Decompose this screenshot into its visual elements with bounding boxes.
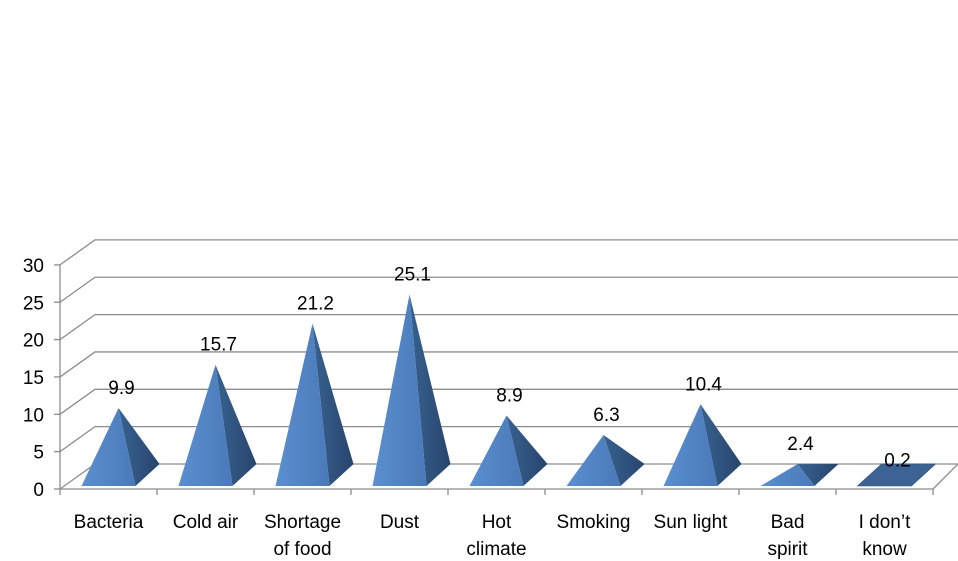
bar-side-face	[506, 415, 548, 486]
gridline	[59, 239, 958, 266]
x-tick-label: Hot	[482, 512, 512, 533]
x-tick-label: Sun light	[654, 512, 729, 533]
bar	[178, 364, 257, 486]
bar-side-face	[700, 404, 742, 486]
x-tick-label: spirit	[767, 539, 808, 560]
bars	[81, 294, 937, 487]
y-tick-label: 0	[33, 480, 44, 501]
axes	[54, 264, 958, 495]
y-tick-label: 25	[23, 293, 44, 314]
gridline	[59, 425, 958, 453]
gridline	[59, 351, 958, 378]
data-label: 6.3	[593, 405, 619, 426]
bar	[663, 404, 742, 486]
y-tick-label: 5	[33, 443, 44, 464]
x-tick-label: Dust	[380, 512, 420, 533]
bar	[275, 323, 354, 486]
bar	[566, 434, 645, 486]
data-label: 9.9	[108, 378, 134, 399]
x-tick-label: Bacteria	[74, 512, 144, 533]
x-tick-label: Smoking	[557, 512, 631, 533]
x-tick-label: know	[862, 539, 907, 560]
bar-side-face	[409, 294, 451, 486]
data-label: 21.2	[297, 294, 334, 315]
x-tick-label: climate	[466, 539, 526, 560]
bar	[372, 294, 451, 486]
gridline	[59, 388, 958, 415]
bar-front-face	[81, 408, 136, 486]
data-label: 0.2	[884, 451, 910, 472]
bar-front-face	[566, 434, 621, 486]
data-label: 10.4	[685, 374, 722, 395]
y-tick-label: 10	[23, 405, 44, 426]
y-tick-label: 30	[23, 256, 44, 277]
bar-front-face	[760, 464, 815, 486]
x-tick-label: Bad	[771, 512, 805, 533]
bar-side-face	[118, 408, 160, 486]
bar	[856, 463, 937, 487]
x-tick-label: Shortage	[264, 512, 341, 533]
gridline	[59, 313, 958, 341]
x-tick-label: I don’t	[859, 512, 911, 533]
bar-front-face	[178, 364, 233, 486]
data-label: 25.1	[394, 265, 431, 286]
labels: 0 5 10 15 20 25 30 9.9 Bacteria 15.7 Cold air 21.2 S…	[23, 256, 911, 560]
data-label: 8.9	[496, 386, 522, 407]
bar-side-face	[215, 364, 257, 486]
bar-front-face	[372, 294, 427, 486]
x-tick-label: of food	[273, 539, 331, 560]
data-label: 2.4	[787, 434, 814, 455]
bar-front-face	[469, 415, 524, 486]
bar	[760, 464, 839, 486]
bar-base	[856, 463, 937, 487]
bar-front-face	[275, 323, 330, 486]
bar-side-face	[603, 434, 645, 486]
gridlines	[59, 239, 958, 453]
bar	[469, 415, 548, 486]
bar-side-face	[797, 464, 839, 486]
x-tick-label: Cold air	[173, 512, 239, 533]
bar	[81, 408, 160, 486]
y-tick-label: 20	[23, 331, 44, 352]
bar-side-face	[312, 323, 354, 486]
gridline	[59, 276, 958, 303]
y-tick-label: 15	[23, 368, 44, 389]
data-label: 15.7	[200, 335, 237, 356]
bar-front-face	[663, 404, 718, 486]
